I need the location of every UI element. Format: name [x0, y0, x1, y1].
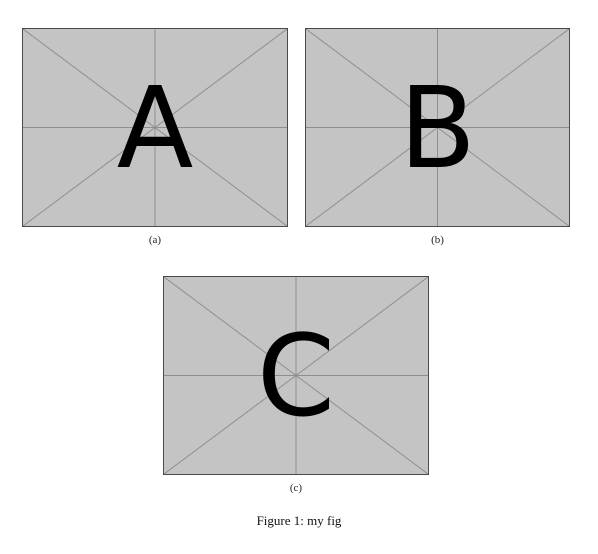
image-placeholder-a: A	[22, 28, 288, 227]
figure-caption-label: Figure 1:	[256, 513, 304, 528]
placeholder-cross-lines	[306, 29, 569, 226]
subfigure-a: A (a)	[22, 28, 288, 248]
subfigure-b: B (b)	[305, 28, 570, 248]
placeholder-letter-b: B	[399, 64, 476, 194]
placeholder-letter-c: C	[256, 312, 336, 442]
subcaption-b: (b)	[431, 234, 444, 246]
subcaption-a: (a)	[148, 234, 162, 246]
placeholder-letter-a: A	[116, 64, 194, 194]
placeholder-cross-lines	[23, 29, 287, 226]
figure-caption: Figure 1: my fig	[0, 513, 598, 529]
image-placeholder-c: C	[163, 276, 429, 475]
placeholder-cross-lines	[164, 277, 428, 474]
subcaption-c: (c)	[289, 482, 303, 494]
figure-caption-text: my fig	[307, 513, 342, 528]
subfigure-c: C (c)	[163, 276, 429, 498]
image-placeholder-b: B	[305, 28, 570, 227]
